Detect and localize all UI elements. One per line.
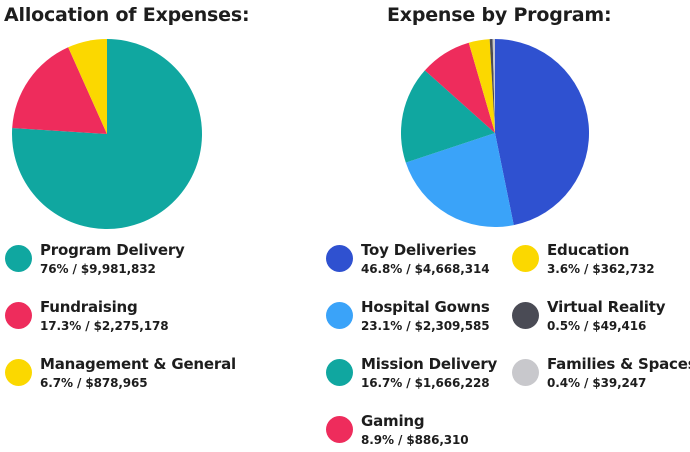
legend-swatch [5, 359, 32, 386]
legend-label: Program Delivery [40, 241, 185, 259]
chart-title-program: Expense by Program: [387, 4, 612, 26]
legend-label: Education [547, 241, 630, 259]
legend-value: 6.7% / $878,965 [40, 376, 148, 390]
legend-swatch [5, 302, 32, 329]
legend-swatch [326, 416, 353, 443]
program-pie-chart [400, 39, 590, 228]
legend-value: 76% / $9,981,832 [40, 262, 156, 276]
legend-label: Hospital Gowns [361, 298, 490, 316]
legend-label: Toy Deliveries [361, 241, 477, 259]
legend-label: Fundraising [40, 298, 138, 316]
legend-value: 0.5% / $49,416 [547, 319, 647, 333]
legend-swatch [5, 245, 32, 272]
legend-value: 23.1% / $2,309,585 [361, 319, 490, 333]
legend-label: Gaming [361, 412, 425, 430]
pie-slice-mission-delivery [400, 70, 495, 163]
legend-label: Families & Spaces [547, 355, 690, 373]
legend-label: Management & General [40, 355, 236, 373]
legend-value: 0.4% / $39,247 [547, 376, 647, 390]
legend-swatch [512, 302, 539, 329]
pie-slice-management-and-general [68, 39, 107, 134]
legend-value: 8.9% / $886,310 [361, 433, 469, 447]
legend-value: 46.8% / $4,668,314 [361, 262, 490, 276]
chart-title-allocation: Allocation of Expenses: [4, 4, 250, 26]
legend-swatch [512, 245, 539, 272]
pie-slice-hospital-gowns [405, 133, 514, 228]
legend-swatch [326, 302, 353, 329]
legend-swatch [512, 359, 539, 386]
pie-slice-gaming [424, 42, 495, 134]
allocation-pie-chart [12, 39, 203, 229]
legend-label: Mission Delivery [361, 355, 498, 373]
pie-slice-fundraising [12, 47, 107, 134]
pie-slice-program-delivery [12, 39, 203, 229]
legend-value: 17.3% / $2,275,178 [40, 319, 169, 333]
legend-label: Virtual Reality [547, 298, 666, 316]
pie-slice-virtual-reality [489, 39, 495, 133]
legend-swatch [326, 245, 353, 272]
pie-slice-toy-deliveries [495, 39, 590, 226]
legend-value: 3.6% / $362,732 [547, 262, 655, 276]
legend-value: 16.7% / $1,666,228 [361, 376, 490, 390]
pie-slice-families-and-spaces [492, 39, 495, 133]
pie-slice-education [468, 39, 495, 133]
legend-swatch [326, 359, 353, 386]
